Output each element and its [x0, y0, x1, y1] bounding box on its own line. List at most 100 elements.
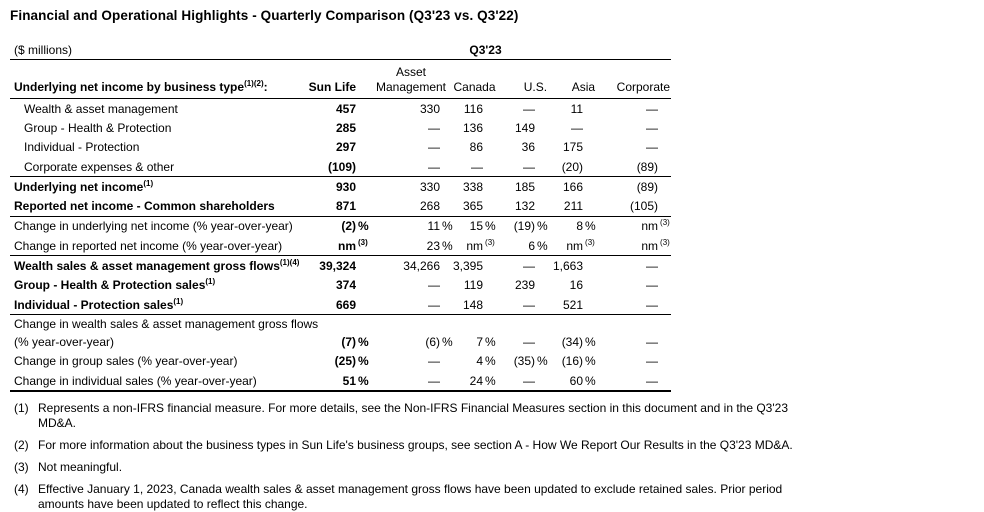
cell-value: 330: [419, 179, 440, 194]
cell-value: 23%: [369, 236, 453, 257]
cell-value: 185: [515, 179, 536, 194]
table-row: Change in underlying net income (% year-…: [10, 216, 671, 236]
cell-value: 3,395: [453, 259, 484, 274]
cell-value: 521: [548, 294, 597, 316]
cell-value: —: [369, 370, 453, 393]
cell-value: 8%: [576, 219, 596, 234]
cell-value: —: [453, 156, 497, 178]
units-label: ($ millions): [10, 40, 300, 60]
row-label: Wealth sales & asset management gross fl…: [14, 258, 300, 274]
footnote-ref: (1): [205, 277, 216, 287]
cell-value: 1,663: [553, 259, 584, 274]
col-header-asia: Asia: [548, 59, 597, 99]
cell-value: —: [646, 334, 659, 349]
cell-value: (19)%: [513, 219, 548, 234]
cell-value: —: [523, 334, 536, 349]
cell-value: 330: [419, 101, 440, 116]
row-label: (% year-over-year): [14, 334, 115, 349]
cell-value: —: [369, 294, 453, 316]
footnotes: (1) Represents a non-IFRS financial meas…: [14, 401, 984, 512]
cell-value: (105): [596, 196, 672, 217]
cell-value: 930: [335, 179, 356, 194]
row-label: Group - Health & Protection sales(1): [14, 277, 216, 293]
footnote-line: Represents a non-IFRS financial measure.…: [38, 401, 788, 416]
table-row: Change in group sales (% year-over-year)…: [10, 352, 671, 371]
footnote-number: (1): [14, 401, 29, 416]
row-label: Individual - Protection: [24, 140, 140, 155]
footnote-line: MD&A.: [38, 416, 77, 431]
cell-value: —: [428, 140, 440, 155]
footnote-ref: (1)(2): [244, 79, 264, 88]
footnote-ref: (3): [358, 237, 368, 247]
row-label: Group - Health & Protection: [24, 120, 172, 135]
footnote: (3) Not meaningful.: [14, 460, 984, 475]
footnote-ref: (1): [143, 178, 154, 188]
row-label: Change in underlying net income (% year-…: [14, 219, 293, 234]
cell-value: (89): [596, 156, 672, 178]
table-row: Change in individual sales (% year-over-…: [10, 370, 672, 393]
footnote-line: amounts have been updated to reflect thi…: [38, 497, 308, 512]
footnote-line: Not meaningful.: [38, 460, 123, 475]
footnote-text: For more information about the business …: [38, 438, 793, 453]
footnote-ref: (3): [660, 237, 670, 247]
col-header-corporate: Corporate: [596, 59, 672, 99]
cell-value: 285: [335, 120, 356, 135]
table-row: Change in wealth sales & asset managemen…: [10, 315, 671, 333]
table-row: Corporate expenses & other (109) — — — (20) (8…: [10, 156, 672, 178]
table-body: Wealth & asset management 457 330 116—11— Gr…: [10, 99, 672, 393]
cell-value: 338: [463, 179, 484, 194]
cell-value: —: [496, 156, 549, 178]
col-header-asset-management: Asset Management: [369, 59, 453, 99]
cell-value: —: [496, 294, 549, 316]
cell-value: 149: [515, 120, 536, 135]
cell-value: —: [596, 370, 672, 393]
row-group-header-text: Underlying net income by business type: [14, 80, 245, 94]
cell-value: —: [646, 120, 659, 135]
cell-value: —: [369, 156, 453, 178]
footnote: (1) Represents a non-IFRS financial meas…: [14, 401, 984, 431]
cell-value: 39,324: [319, 259, 356, 274]
table-row: Change in reported net income (% year-ov…: [10, 236, 672, 257]
table-row: Group - Health & Protection sales(1) 374 —…: [10, 276, 671, 295]
cell-value: nm (3): [641, 218, 670, 234]
row-label: Change in group sales (% year-over-year): [14, 354, 238, 369]
cell-value: nm (3): [300, 236, 369, 257]
cell-value: —: [646, 101, 659, 116]
cell-value: —: [646, 354, 659, 369]
row-label: Reported net income - Common shareholder…: [10, 196, 300, 217]
footnote-line: For more information about the business …: [38, 438, 793, 453]
footnote-ref: (3): [485, 237, 495, 247]
cell-value: 136: [463, 120, 484, 135]
footnote: (4) Effective January 1, 2023, Canada we…: [14, 482, 984, 512]
table-row: (% year-over-year) (7)% (6)% 7% — (34)% —: [10, 332, 671, 351]
cell-value: —: [571, 120, 584, 135]
cell-value: nm (3): [548, 236, 597, 257]
row-label: Corporate expenses & other: [10, 156, 300, 178]
cell-value: 175: [563, 140, 584, 155]
cell-value: 15%: [469, 219, 496, 234]
cell-value: 166: [563, 179, 584, 194]
cell-value: (25)%: [334, 354, 369, 369]
col-header-line: Asset: [395, 65, 426, 79]
cell-value: (6)%: [425, 334, 453, 349]
row-label: Change in wealth sales & asset managemen…: [14, 316, 319, 331]
cell-value: —: [496, 370, 549, 393]
footnote-text: Represents a non-IFRS financial measure.…: [38, 401, 788, 431]
cell-value: 374: [335, 278, 356, 293]
table-row: Group - Health & Protection 285 — 136 149 — —: [10, 118, 671, 137]
cell-value: 24%: [453, 370, 497, 393]
table-row: Individual - Protection 297 — 86 36 175 —: [10, 138, 671, 157]
col-header-sun-life: Sun Life: [300, 59, 369, 99]
cell-value: 16: [569, 278, 584, 293]
column-header-row: Underlying net income by business type(1…: [10, 59, 672, 99]
cell-value: 669: [300, 294, 369, 316]
cell-value: 36: [521, 140, 536, 155]
cell-value: 365: [453, 196, 497, 217]
table-row: Individual - Protection sales(1) 669—148—…: [10, 294, 672, 316]
cell-value: 871: [300, 196, 369, 217]
cell-value: —: [646, 259, 659, 274]
cell-value: (89): [636, 179, 659, 194]
footnote-line: Effective January 1, 2023, Canada wealth…: [38, 482, 783, 497]
col-header-line: Management: [375, 80, 447, 94]
footnote-number: (2): [14, 438, 29, 453]
